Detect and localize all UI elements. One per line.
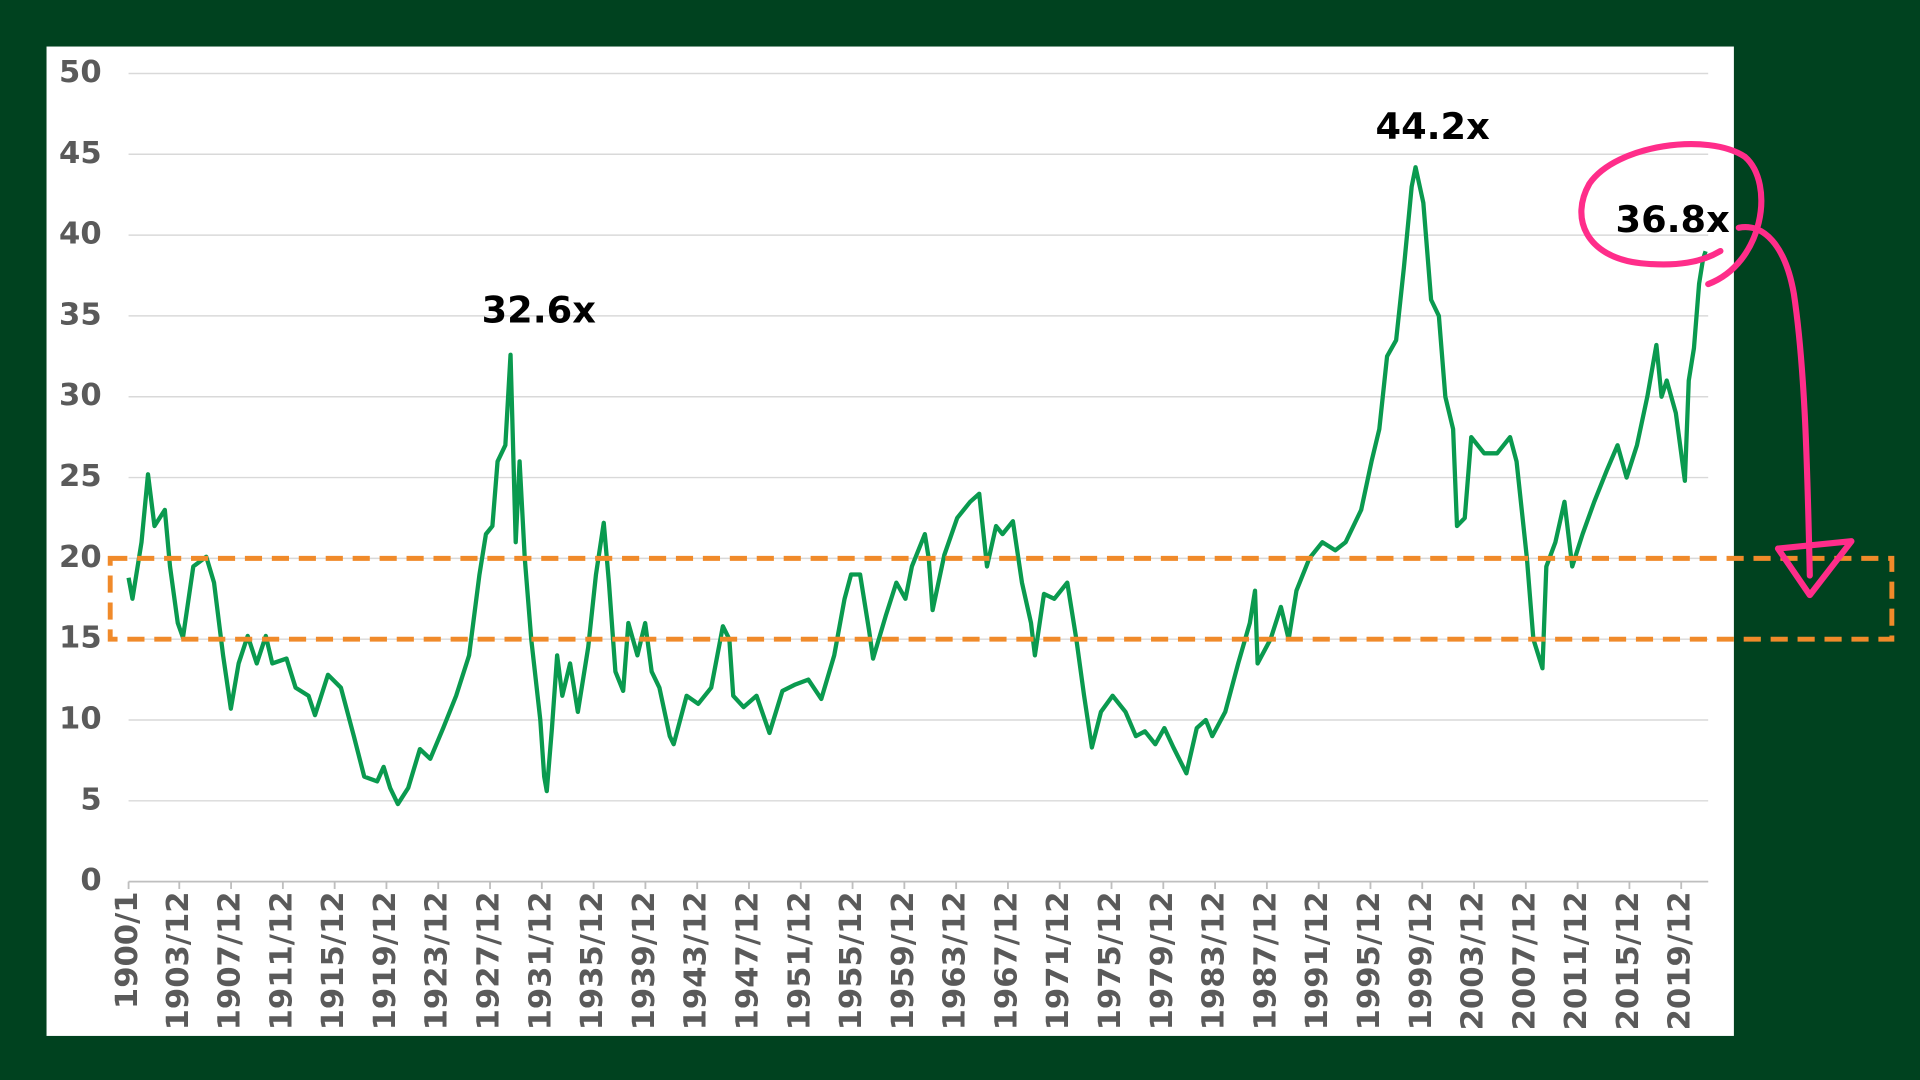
y-tick-label: 30: [59, 378, 102, 413]
x-tick-label: 1927/12: [472, 891, 507, 1030]
x-tick-label: 1967/12: [989, 891, 1024, 1030]
y-tick-label: 35: [59, 297, 102, 332]
x-tick-label: 1903/12: [161, 891, 196, 1030]
x-tick-label: 2007/12: [1507, 891, 1542, 1030]
x-tick-label: 1979/12: [1145, 891, 1180, 1030]
x-tick-label: 1995/12: [1352, 891, 1387, 1030]
highlight-decoration: [1578, 141, 1855, 599]
x-tick-label: 1907/12: [213, 891, 248, 1030]
x-tick-label: 1935/12: [575, 891, 610, 1030]
x-tick-label: 1911/12: [264, 891, 299, 1030]
y-tick-label: 45: [59, 136, 102, 171]
plot: 0 5 10 15 20 25 30 35 40 45 50 1900/1 1903/12 1907/12…: [59, 55, 1895, 1030]
x-tick-label: 1955/12: [834, 891, 869, 1030]
x-tick-label: 1975/12: [1093, 891, 1128, 1030]
x-tick-label: 1923/12: [420, 891, 455, 1030]
x-tick-label: 1983/12: [1197, 891, 1232, 1030]
highlight-band: [107, 555, 1895, 642]
x-tick-label: 2011/12: [1559, 891, 1594, 1030]
circle-highlight: [1578, 141, 1765, 288]
x-tick-label: 2019/12: [1663, 891, 1698, 1030]
y-tick-label: 0: [80, 863, 101, 898]
y-tick-label: 50: [59, 55, 102, 90]
x-tick-label: 1987/12: [1248, 891, 1283, 1030]
x-tick-label: 1915/12: [316, 891, 351, 1030]
annotation: 44.2x: [1376, 105, 1491, 148]
y-tick-label: 20: [59, 540, 102, 575]
y-tick-label: 15: [59, 621, 102, 656]
annotation: 36.8x: [1616, 198, 1731, 241]
y-tick-label: 40: [59, 217, 102, 252]
arrow-head: [1774, 538, 1855, 599]
x-tick-label: 1919/12: [368, 891, 403, 1030]
data-line: [126, 165, 1708, 807]
x-tick-label: 2003/12: [1456, 891, 1491, 1030]
plot-panel: [46, 46, 1734, 1036]
x-tick-label: 1999/12: [1404, 891, 1439, 1030]
x-tick-label: 1959/12: [886, 891, 921, 1030]
y-tick-label: 25: [59, 459, 102, 494]
pointer-arrow: [1735, 224, 1813, 579]
x-tick-label: 1947/12: [730, 891, 765, 1030]
x-tick-label: 1951/12: [782, 891, 817, 1030]
y-tick-label: 5: [80, 782, 101, 817]
y-tick-label: 10: [59, 702, 102, 737]
x-tick-label: 2015/12: [1611, 891, 1646, 1030]
x-tick-label: 1971/12: [1041, 891, 1076, 1030]
x-tick-label: 1943/12: [679, 891, 714, 1030]
chart-area: 0 5 10 15 20 25 30 35 40 45 50 1900/1 1903/12 1907/12…: [46, 46, 1895, 1036]
x-tick-label: 1900/1: [110, 891, 145, 1009]
x-tick-label: 1963/12: [938, 891, 973, 1030]
annotation: 32.6x: [482, 289, 597, 332]
x-tick-label: 1931/12: [523, 891, 558, 1030]
x-tick-label: 1991/12: [1300, 891, 1335, 1030]
x-tick-label: 1939/12: [627, 891, 662, 1030]
